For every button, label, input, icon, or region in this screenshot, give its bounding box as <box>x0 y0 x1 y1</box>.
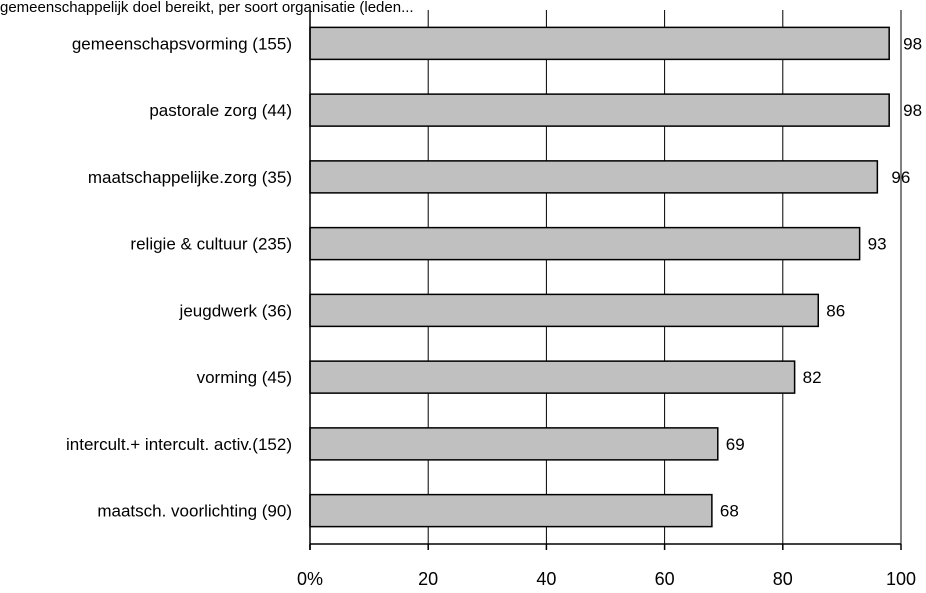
chart-title: gemeenschappelijk doel bereikt, per soor… <box>0 0 414 16</box>
category-label: religie & cultuur (235) <box>130 235 292 254</box>
data-label: 96 <box>891 168 910 187</box>
bar <box>309 493 713 528</box>
bar <box>309 293 820 328</box>
bar <box>309 93 890 127</box>
bar <box>309 160 879 194</box>
bar <box>309 26 890 61</box>
category-label: maatsch. voorlichting (90) <box>97 502 292 521</box>
category-label: maatschappelijke.zorg (35) <box>88 168 292 187</box>
data-label: 69 <box>726 435 745 454</box>
x-tick-label: 60 <box>655 569 675 589</box>
data-label: 98 <box>903 34 922 53</box>
x-tick-label: 20 <box>418 569 438 589</box>
x-tick-label: 0% <box>297 569 323 589</box>
x-tick-label: 100 <box>886 569 916 589</box>
data-label: 93 <box>868 235 887 254</box>
category-label: gemeenschapsvorming (155) <box>72 34 292 53</box>
category-label: intercult.+ intercult. activ.(152) <box>66 435 292 454</box>
data-label: 82 <box>803 368 822 387</box>
data-labels: 98 98 96 93 86 82 69 68 <box>720 34 922 520</box>
data-label: 98 <box>903 101 922 120</box>
gridlines <box>427 10 902 544</box>
category-labels: gemeenschapsvorming (155) pastorale zorg … <box>66 34 292 520</box>
category-label: jeugdwerk (36) <box>179 301 292 320</box>
data-label: 86 <box>826 301 845 320</box>
category-label: vorming (45) <box>197 368 292 387</box>
bar <box>309 226 861 261</box>
x-tick-label: 40 <box>536 569 556 589</box>
category-label: pastorale zorg (44) <box>149 101 292 120</box>
bar <box>309 360 796 394</box>
data-label: 68 <box>720 502 739 521</box>
bar <box>309 427 719 461</box>
x-axis: 0% 20 40 60 80 100 <box>297 10 916 589</box>
bars <box>309 26 890 528</box>
x-tick-label: 80 <box>773 569 793 589</box>
